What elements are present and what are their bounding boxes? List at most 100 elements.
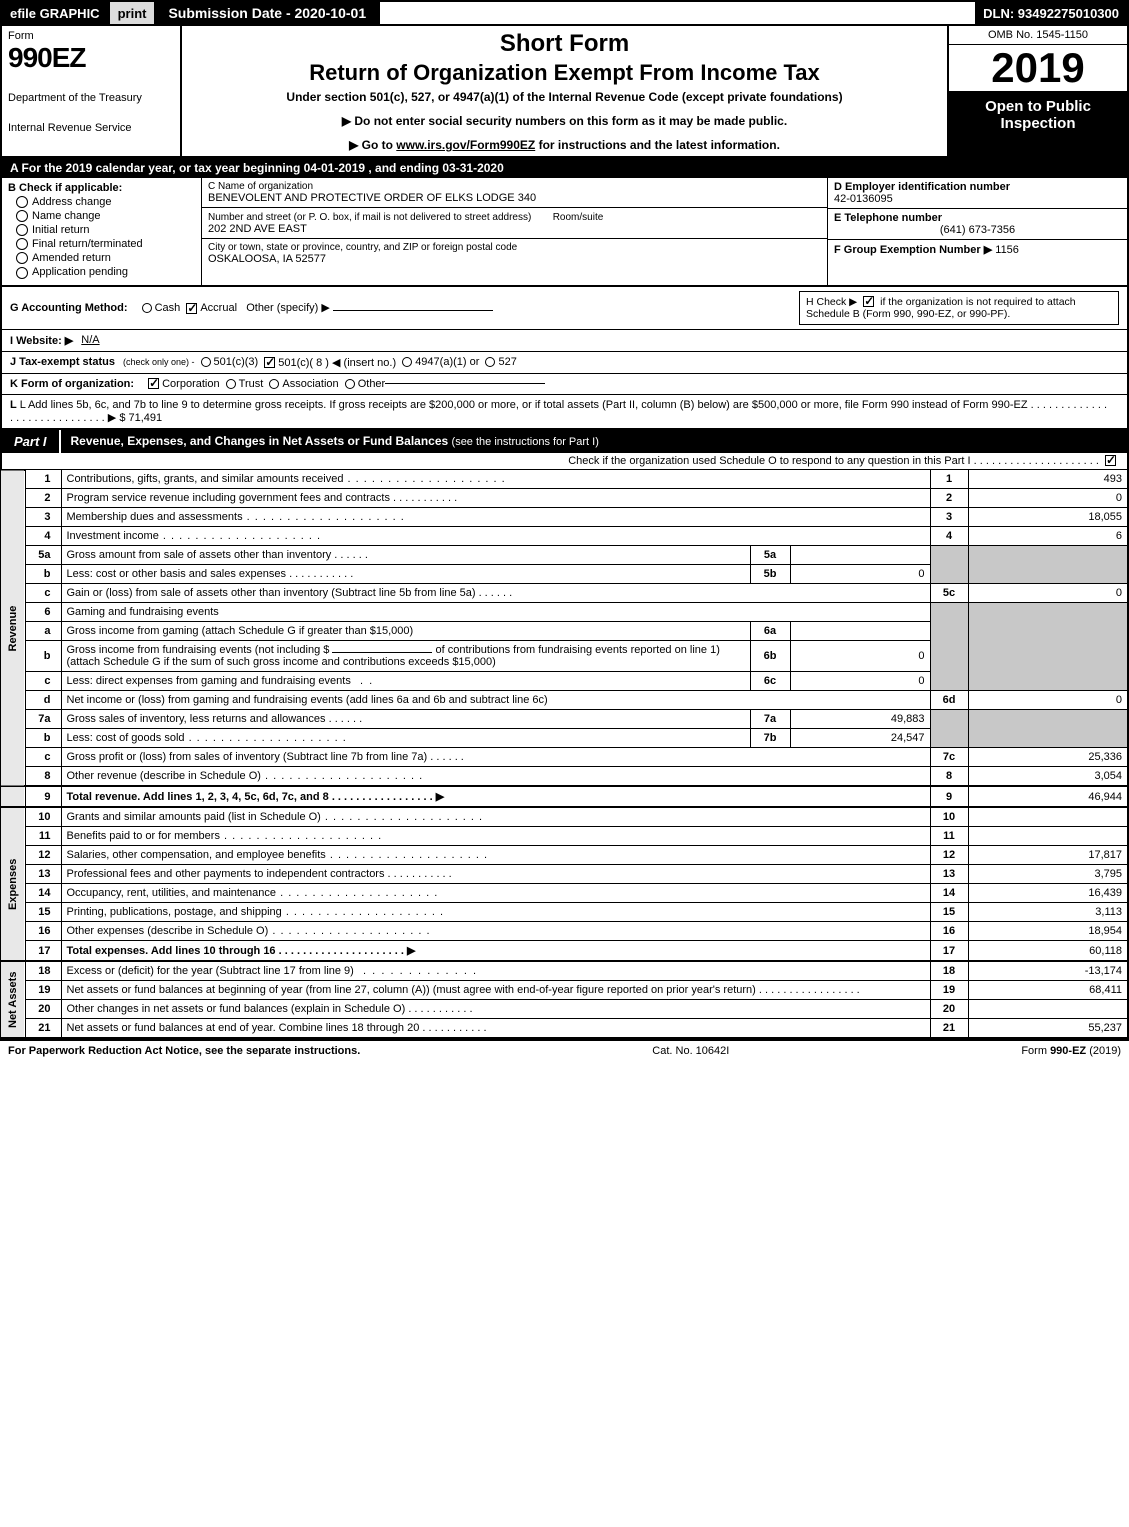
chk-address-change[interactable]: Address change <box>16 196 195 208</box>
rb-other[interactable] <box>345 379 355 389</box>
other-specify-input[interactable] <box>333 310 493 311</box>
ln18-num: 18 <box>25 961 61 981</box>
ln10-desc: Grants and similar amounts paid (list in… <box>61 807 930 827</box>
line-5a: 5a Gross amount from sale of assets othe… <box>1 546 1128 565</box>
ln15-col: 15 <box>930 903 968 922</box>
box-f: F Group Exemption Number ▶ 1156 <box>828 240 1127 259</box>
ln20-val <box>968 1000 1128 1019</box>
cb-501c[interactable] <box>264 357 275 368</box>
ln17-val: 60,118 <box>968 941 1128 962</box>
irs-link[interactable]: www.irs.gov/Form990EZ <box>396 138 535 152</box>
ln13-col: 13 <box>930 865 968 884</box>
line-9: 9 Total revenue. Add lines 1, 2, 3, 4, 5… <box>1 786 1128 807</box>
ln18-col: 18 <box>930 961 968 981</box>
k-label: K Form of organization: <box>10 378 134 390</box>
ln5a-num: 5a <box>25 546 61 565</box>
rb-cash[interactable] <box>142 303 152 313</box>
ln13-num: 13 <box>25 865 61 884</box>
org-name-row: C Name of organization BENEVOLENT AND PR… <box>202 178 827 208</box>
ln5b-sv: 0 <box>790 565 930 584</box>
ln12-col: 12 <box>930 846 968 865</box>
ln19-val: 68,411 <box>968 981 1128 1000</box>
cb-schedule-b[interactable] <box>863 296 874 307</box>
ln17-num: 17 <box>25 941 61 962</box>
org-name-label: C Name of organization <box>208 181 821 192</box>
ln6c-sub: 6c <box>750 672 790 691</box>
ln12-text: Salaries, other compensation, and employ… <box>67 849 489 861</box>
opt-corp: Corporation <box>162 378 219 390</box>
city-value: OSKALOOSA, IA 52577 <box>208 253 821 265</box>
row-j: J Tax-exempt status (check only one) - 5… <box>0 352 1129 374</box>
lines-table: Revenue 1 Contributions, gifts, grants, … <box>0 469 1129 1040</box>
ln4-num: 4 <box>25 527 61 546</box>
cash-label: Cash <box>155 302 181 314</box>
ln9-desc: Total revenue. Add lines 1, 2, 3, 4, 5c,… <box>61 786 930 807</box>
ln21-val: 55,237 <box>968 1019 1128 1039</box>
footer-left: For Paperwork Reduction Act Notice, see … <box>8 1045 360 1057</box>
row-h: H Check ▶ if the organization is not req… <box>799 291 1119 325</box>
rb-4947[interactable] <box>402 357 412 367</box>
ln13-val: 3,795 <box>968 865 1128 884</box>
ln19-text: Net assets or fund balances at beginning… <box>67 984 756 996</box>
ln6c-text: Less: direct expenses from gaming and fu… <box>67 675 351 687</box>
row-k: K Form of organization: Corporation Trus… <box>0 374 1129 395</box>
ln5c-val: 0 <box>968 584 1128 603</box>
ln10-text: Grants and similar amounts paid (list in… <box>67 811 484 823</box>
footer-right: Form 990-EZ (2019) <box>1021 1045 1121 1057</box>
grey-5 <box>930 546 968 584</box>
ln5c-col: 5c <box>930 584 968 603</box>
city-row: City or town, state or province, country… <box>202 239 827 268</box>
ln1-col: 1 <box>930 470 968 489</box>
ln3-desc: Membership dues and assessments <box>61 508 930 527</box>
ln13-desc: Professional fees and other payments to … <box>61 865 930 884</box>
group-exempt-label: F Group Exemption Number ▶ <box>834 244 992 256</box>
rb-trust[interactable] <box>226 379 236 389</box>
accrual-label: Accrual <box>200 302 237 314</box>
ln5a-text: Gross amount from sale of assets other t… <box>67 549 368 561</box>
chk-initial-return[interactable]: Initial return <box>16 224 195 236</box>
ln14-num: 14 <box>25 884 61 903</box>
street-label: Number and street (or P. O. box, if mail… <box>208 212 531 223</box>
box-e: E Telephone number (641) 673-7356 <box>828 209 1127 240</box>
line-6d: d Net income or (loss) from gaming and f… <box>1 691 1128 710</box>
ein-value: 42-0136095 <box>834 193 1121 205</box>
line-7c: c Gross profit or (loss) from sales of i… <box>1 748 1128 767</box>
j-label: J Tax-exempt status <box>10 356 115 368</box>
chk-application-pending[interactable]: Application pending <box>16 266 195 278</box>
header-left: Form 990EZ Department of the Treasury In… <box>2 26 182 156</box>
ln5a-sv <box>790 546 930 565</box>
ln16-val: 18,954 <box>968 922 1128 941</box>
chk-amended-return[interactable]: Amended return <box>16 252 195 264</box>
other-org-input[interactable] <box>385 383 545 384</box>
cb-accrual[interactable] <box>186 303 197 314</box>
ln2-col: 2 <box>930 489 968 508</box>
print-button[interactable]: print <box>110 2 157 24</box>
ln16-text: Other expenses (describe in Schedule O) <box>67 925 431 937</box>
ln6b-num: b <box>25 641 61 672</box>
ln9-col: 9 <box>930 786 968 807</box>
cb-corporation[interactable] <box>148 378 159 389</box>
room-label: Room/suite <box>553 212 604 223</box>
opt-501c: 501(c)( 8 ) ◀ (insert no.) <box>278 356 396 369</box>
chk-name-change[interactable]: Name change <box>16 210 195 222</box>
ln6b-blank[interactable] <box>332 652 432 653</box>
line-20: 20 Other changes in net assets or fund b… <box>1 1000 1128 1019</box>
chk-final-return[interactable]: Final return/terminated <box>16 238 195 250</box>
ln7a-num: 7a <box>25 710 61 729</box>
part1-check-line: Check if the organization used Schedule … <box>0 453 1129 469</box>
rb-association[interactable] <box>269 379 279 389</box>
ln3-val: 18,055 <box>968 508 1128 527</box>
ln8-desc: Other revenue (describe in Schedule O) <box>61 767 930 787</box>
rb-527[interactable] <box>485 357 495 367</box>
line-19: 19 Net assets or fund balances at beginn… <box>1 981 1128 1000</box>
group-exempt-value: 1156 <box>995 244 1019 256</box>
cb-schedule-o[interactable] <box>1105 455 1116 466</box>
ln4-text: Investment income <box>67 530 322 542</box>
rb-501c3[interactable] <box>201 357 211 367</box>
sidebar-expenses: Expenses <box>1 807 25 961</box>
form-number: 990EZ <box>8 42 174 74</box>
footer-mid: Cat. No. 10642I <box>652 1045 729 1057</box>
ln6a-num: a <box>25 622 61 641</box>
ln16-desc: Other expenses (describe in Schedule O) <box>61 922 930 941</box>
ln13-text: Professional fees and other payments to … <box>67 868 452 880</box>
